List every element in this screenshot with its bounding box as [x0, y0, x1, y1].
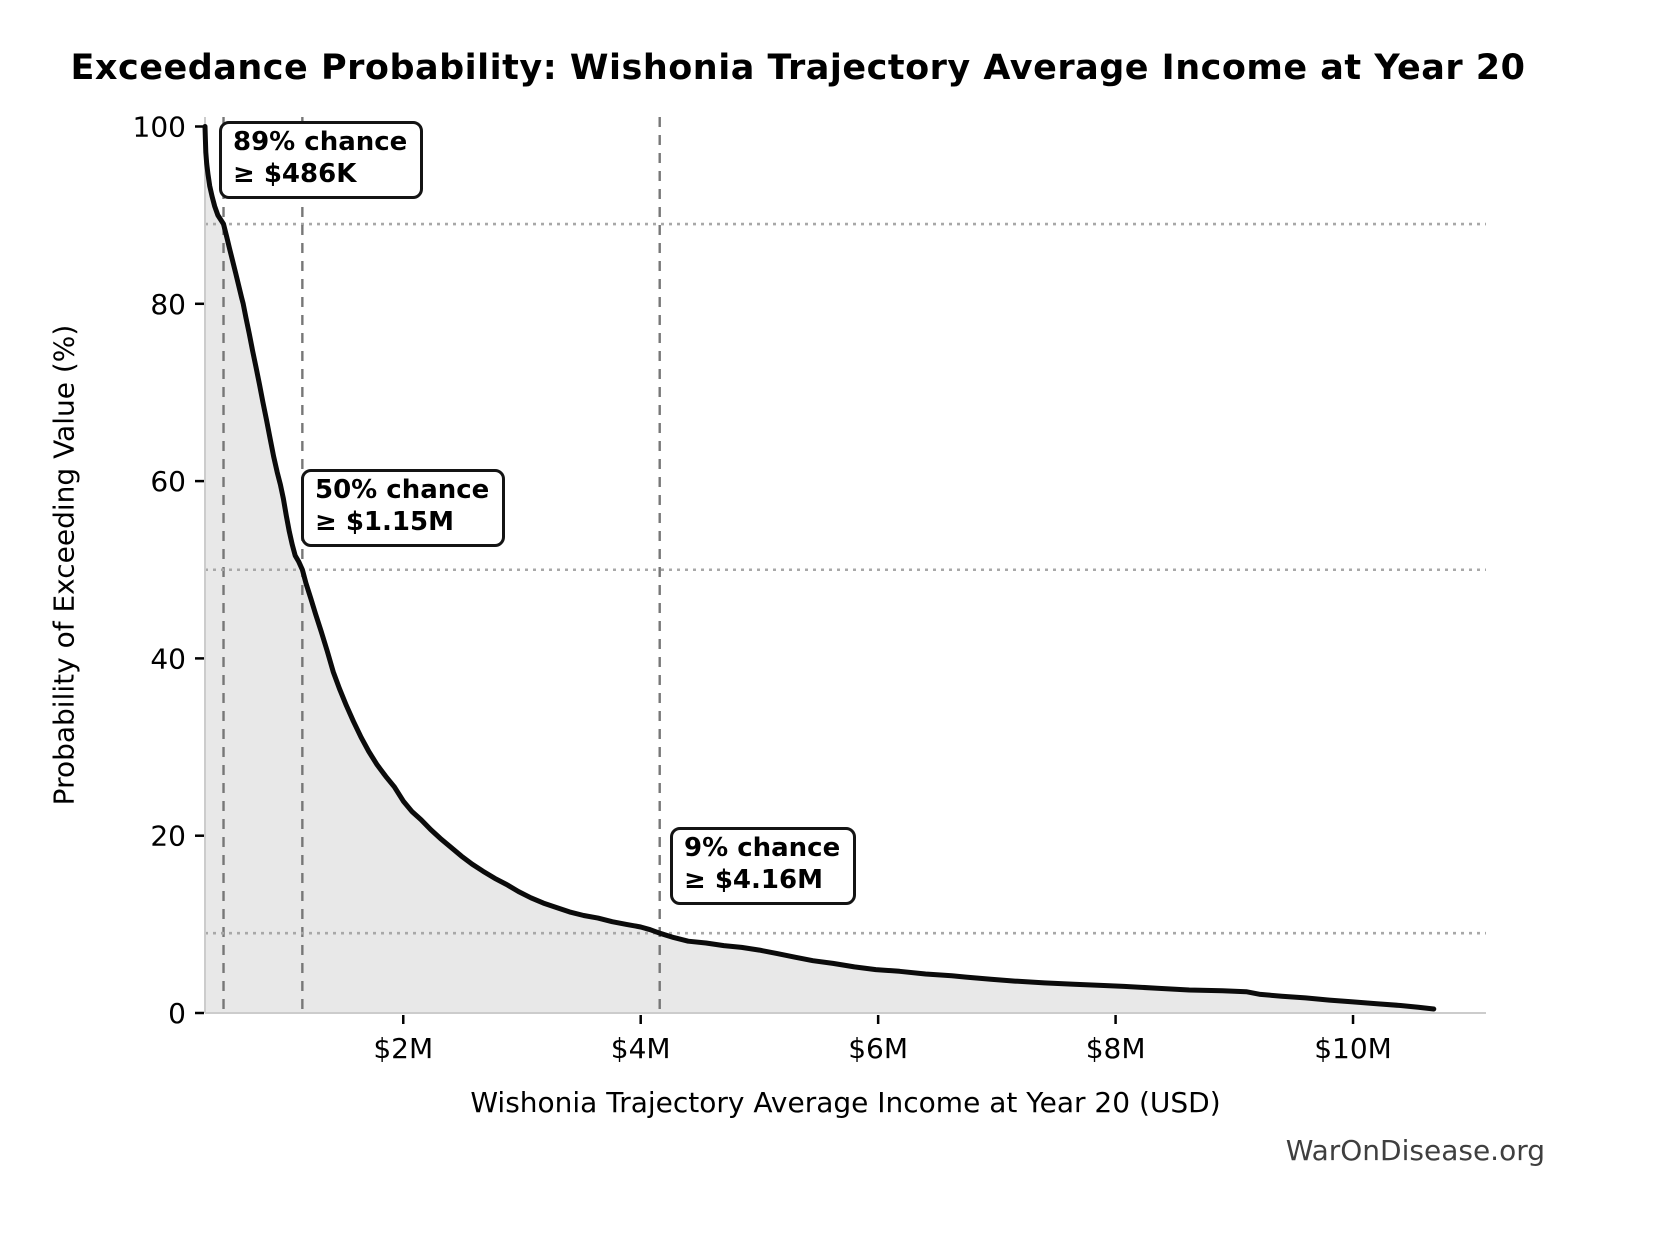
- annotation-9-percent: 9% chance ≥ $4.16M: [670, 827, 857, 906]
- annotation-chance-text: 50% chance: [315, 475, 490, 505]
- y-tick-label: 40: [150, 642, 186, 675]
- y-tick-label: 20: [150, 820, 186, 853]
- annotation-value-text: ≥ $1.15M: [315, 506, 454, 537]
- annotation-value-text: ≥ $486K: [233, 158, 357, 189]
- annotation-50-percent: 50% chance ≥ $1.15M: [301, 469, 506, 548]
- y-tick-label: 60: [150, 465, 186, 498]
- annotation-value-text: ≥ $4.16M: [684, 864, 823, 895]
- x-axis-label: Wishonia Trajectory Average Income at Ye…: [470, 1086, 1221, 1119]
- exceedance-curve: [202, 124, 1437, 1012]
- exceedance-area-fill: [205, 126, 1434, 1013]
- y-axis-label: Probability of Exceeding Value (%): [47, 324, 81, 806]
- x-tick-label: $2M: [373, 1032, 433, 1065]
- annotation-chance-text: 89% chance: [233, 127, 408, 157]
- annotation-89-percent: 89% chance ≥ $486K: [219, 121, 424, 200]
- x-tick-label: $10M: [1314, 1032, 1392, 1065]
- chart-title: Exceedance Probability: Wishonia Traject…: [70, 48, 1526, 88]
- y-tick-label: 100: [133, 111, 186, 144]
- x-tick-label: $6M: [848, 1032, 908, 1065]
- x-tick-label: $8M: [1086, 1032, 1146, 1065]
- y-tick-label: 80: [150, 288, 186, 321]
- watermark: WarOnDisease.org: [1285, 1134, 1545, 1167]
- x-tick-label: $4M: [611, 1032, 671, 1065]
- y-tick-label: 0: [168, 997, 186, 1030]
- annotation-chance-text: 9% chance: [684, 833, 841, 863]
